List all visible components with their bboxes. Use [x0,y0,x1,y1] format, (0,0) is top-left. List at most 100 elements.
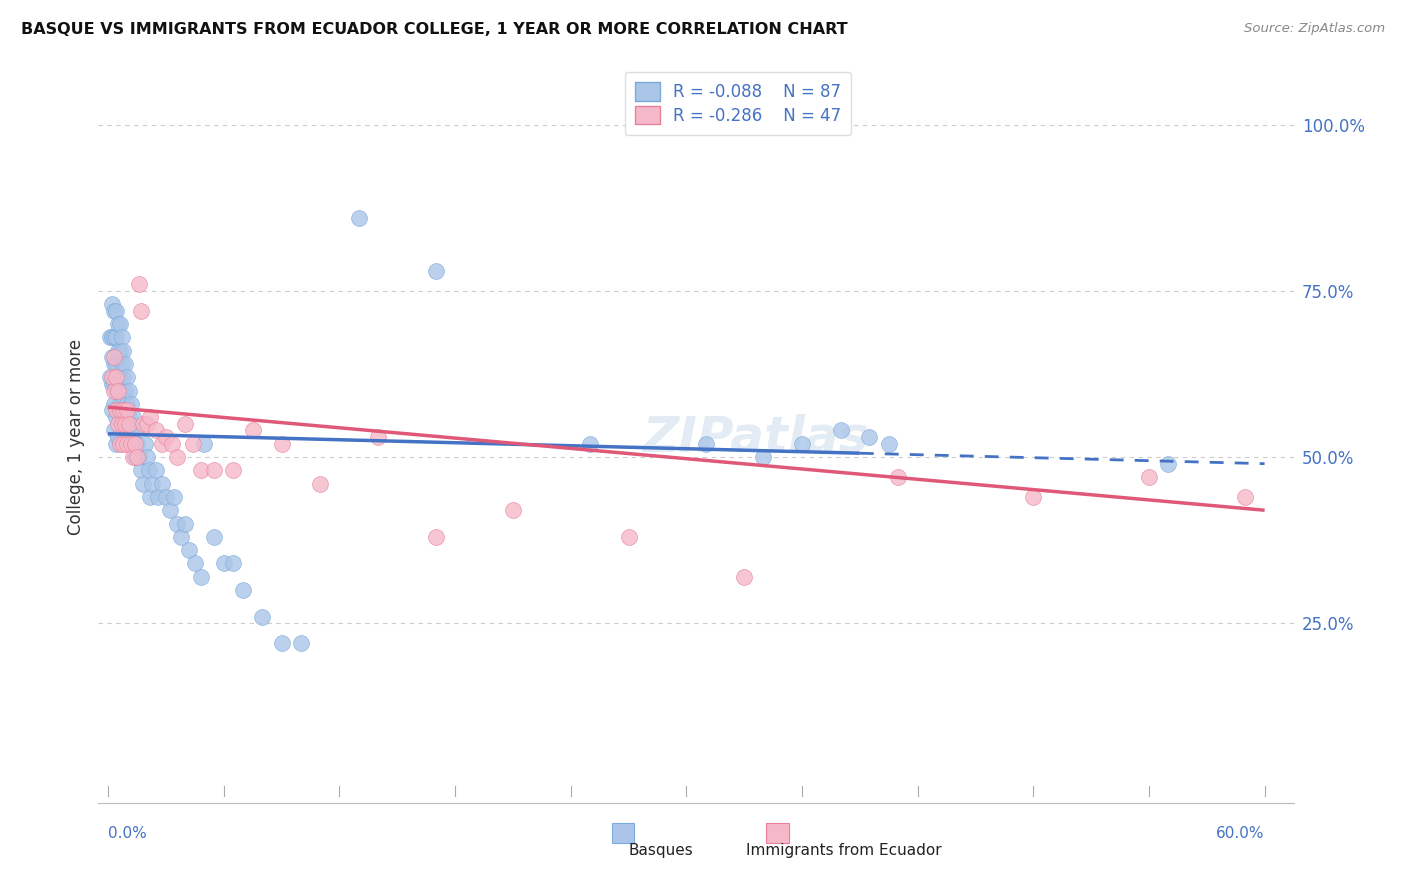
Point [104,403,127,417]
Point [160,436,183,450]
Point [103,303,125,318]
Point [174,417,197,431]
Point [155,490,177,504]
Point [202,530,225,544]
Point [112,403,135,417]
Point [104,330,127,344]
Point [112,397,135,411]
Point [1157,457,1180,471]
Point [110,410,132,425]
Point [830,424,852,438]
Point [104,357,127,371]
Point [193,436,215,450]
Point [695,436,717,450]
Text: BASQUE VS IMMIGRANTS FROM ECUADOR COLLEGE, 1 YEAR OR MORE CORRELATION CHART: BASQUE VS IMMIGRANTS FROM ECUADOR COLLEG… [21,22,848,37]
Point [145,463,167,477]
Point [790,436,813,450]
Point [270,636,292,650]
Point [270,436,292,450]
Point [148,490,170,504]
Point [108,403,131,417]
Point [108,317,131,331]
Point [117,397,139,411]
Point [125,436,148,450]
Point [114,357,136,371]
Point [107,403,129,417]
Point [145,424,167,438]
Point [118,384,141,398]
Point [139,410,162,425]
Point [177,543,200,558]
Point [110,384,132,398]
Text: ZIPatlas: ZIPatlas [643,413,869,461]
Point [120,424,142,438]
Point [107,370,129,384]
Point [166,516,188,531]
Point [166,450,188,464]
Point [425,530,447,544]
Point [222,463,245,477]
Point [103,330,125,344]
Text: Basques: Basques [628,843,693,858]
Legend: R = -0.088    N = 87, R = -0.286    N = 47: R = -0.088 N = 87, R = -0.286 N = 47 [624,72,851,135]
Point [103,424,125,438]
Point [114,384,136,398]
Point [155,430,177,444]
Point [108,343,131,358]
Point [1234,490,1257,504]
Point [117,403,139,417]
Point [733,570,755,584]
Point [222,557,245,571]
Point [425,264,447,278]
Point [108,436,131,450]
Point [112,343,135,358]
Point [104,303,127,318]
Point [124,436,146,450]
Point [132,476,155,491]
Point [110,417,132,431]
Point [150,436,173,450]
Text: Immigrants from Ecuador: Immigrants from Ecuador [745,843,942,858]
Point [107,384,129,398]
Point [125,450,148,464]
Point [107,430,129,444]
Point [98,330,121,344]
Point [110,357,132,371]
Point [139,490,162,504]
Point [98,370,121,384]
Point [617,530,640,544]
Point [150,476,173,491]
Point [190,570,212,584]
Point [202,463,225,477]
Point [122,410,145,425]
Y-axis label: College, 1 year or more: College, 1 year or more [66,339,84,535]
Point [1137,470,1160,484]
Point [128,450,150,464]
Point [170,530,193,544]
Point [104,410,127,425]
Point [138,463,160,477]
Point [129,303,152,318]
Point [290,636,312,650]
Point [101,403,124,417]
Point [103,376,125,391]
Point [103,384,125,398]
Point [107,417,129,431]
Text: 60.0%: 60.0% [1216,826,1264,841]
Text: Source: ZipAtlas.com: Source: ZipAtlas.com [1244,22,1385,36]
Point [117,436,139,450]
Point [887,470,910,484]
Point [120,436,142,450]
Point [858,430,880,444]
Point [132,417,155,431]
Point [190,463,212,477]
Point [124,450,146,464]
Point [135,417,157,431]
Point [114,417,136,431]
Point [1022,490,1045,504]
Text: 0.0%: 0.0% [108,826,146,841]
Point [232,582,254,597]
Point [212,557,235,571]
Point [103,351,125,365]
Point [252,609,274,624]
